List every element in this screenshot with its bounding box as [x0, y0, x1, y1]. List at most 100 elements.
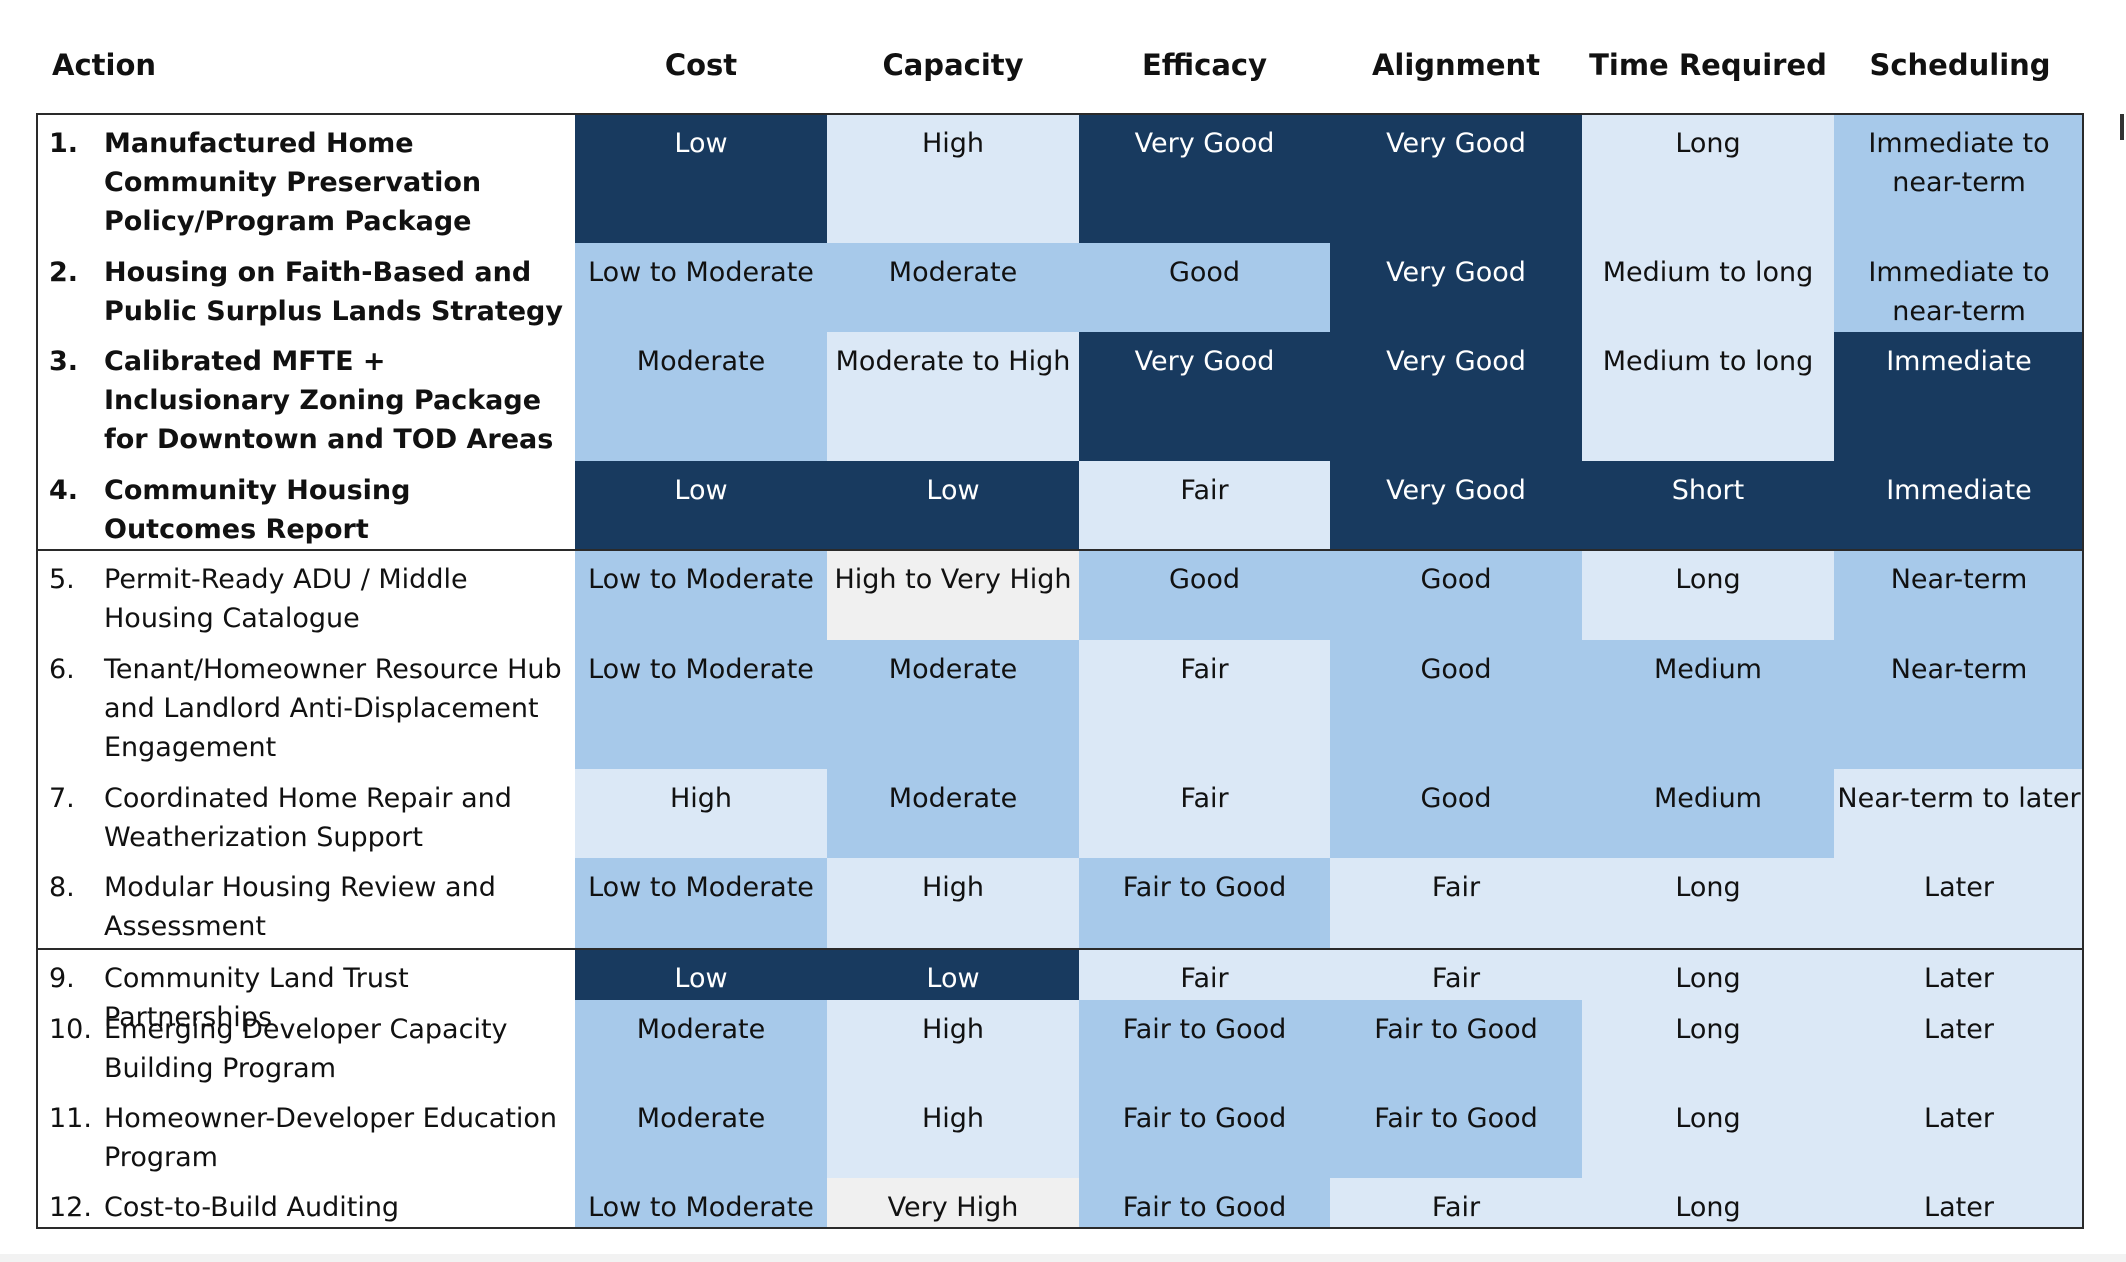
- action-name: Community Land Trust Partnerships: [104, 963, 409, 1033]
- action-number: 7.: [49, 783, 75, 814]
- action-name: Homeowner-Developer Education Program: [104, 1103, 558, 1173]
- alignment-cell: Fair: [1330, 858, 1582, 949]
- action-number: 5.: [49, 564, 75, 595]
- alignment-cell: Good: [1330, 640, 1582, 769]
- cost-cell: High: [575, 769, 827, 858]
- alignment-cell: Very Good: [1330, 461, 1582, 550]
- header-time-required: Time Required: [1589, 48, 1827, 82]
- group-divider: [36, 549, 2084, 551]
- action-name: Permit-Ready ADU / Middle Housing Catalo…: [104, 564, 468, 634]
- efficacy-cell: Fair to Good: [1079, 1089, 1330, 1178]
- action-name: Coordinated Home Repair and Weatherizati…: [104, 783, 512, 853]
- cost-cell: Low: [575, 461, 827, 550]
- capacity-cell: Moderate: [827, 243, 1079, 332]
- alignment-cell: Fair: [1330, 949, 1582, 1000]
- action-name: Emerging Developer Capacity Building Pro…: [104, 1014, 508, 1084]
- action-number: 9.: [49, 963, 75, 994]
- group-divider: [36, 948, 2084, 950]
- cost-cell: Moderate: [575, 332, 827, 461]
- cost-cell: Moderate: [575, 1089, 827, 1178]
- header-alignment: Alignment: [1371, 48, 1541, 82]
- alignment-cell: Fair to Good: [1330, 1000, 1582, 1089]
- time-required-cell: Long: [1582, 1000, 1834, 1089]
- time-required-cell: Long: [1582, 114, 1834, 243]
- time-required-cell: Medium to long: [1582, 332, 1834, 461]
- page-bottom-strip: [0, 1254, 2126, 1262]
- action-name: Modular Housing Review and Assessment: [104, 872, 496, 942]
- header-cost: Cost: [664, 48, 738, 82]
- action-name: Calibrated MFTE + Inclusionary Zoning Pa…: [104, 346, 554, 455]
- header-efficacy: Efficacy: [1141, 48, 1267, 82]
- scheduling-cell: Near-term: [1834, 550, 2084, 640]
- efficacy-cell: Fair: [1079, 949, 1330, 1000]
- action-name: Housing on Faith-Based and Public Surplu…: [104, 257, 563, 327]
- action-number: 11.: [49, 1103, 92, 1134]
- alignment-cell: Good: [1330, 769, 1582, 858]
- efficacy-cell: Fair to Good: [1079, 1178, 1330, 1228]
- time-required-cell: Short: [1582, 461, 1834, 550]
- action-name: Tenant/Homeowner Resource Hub and Landlo…: [104, 654, 562, 763]
- scheduling-cell: Immediate to near-term: [1834, 114, 2084, 243]
- cost-cell: Low to Moderate: [575, 1178, 827, 1228]
- capacity-cell: Low: [827, 949, 1079, 1000]
- alignment-cell: Good: [1330, 550, 1582, 640]
- efficacy-cell: Good: [1079, 550, 1330, 640]
- scheduling-cell: Later: [1834, 1000, 2084, 1089]
- action-name: Manufactured Home Community Preservation…: [104, 128, 482, 237]
- action-number: 3.: [49, 346, 79, 377]
- action-number: 6.: [49, 654, 75, 685]
- capacity-cell: Very High: [827, 1178, 1079, 1228]
- scheduling-cell: Immediate to near-term: [1834, 243, 2084, 332]
- capacity-cell: Moderate: [827, 769, 1079, 858]
- capacity-cell: High: [827, 114, 1079, 243]
- action-number: 4.: [49, 475, 79, 506]
- efficacy-cell: Fair: [1079, 640, 1330, 769]
- action-number: 10.: [49, 1014, 92, 1045]
- capacity-cell: High: [827, 858, 1079, 949]
- capacity-cell: Moderate to High: [827, 332, 1079, 461]
- scheduling-cell: Later: [1834, 858, 2084, 949]
- cost-cell: Low to Moderate: [575, 640, 827, 769]
- capacity-cell: High to Very High: [827, 550, 1079, 640]
- alignment-cell: Very Good: [1330, 114, 1582, 243]
- action-number: 8.: [49, 872, 75, 903]
- action-number: 1.: [49, 128, 79, 159]
- cost-cell: Low to Moderate: [575, 243, 827, 332]
- efficacy-cell: Very Good: [1079, 332, 1330, 461]
- scheduling-cell: Later: [1834, 949, 2084, 1000]
- time-required-cell: Medium: [1582, 640, 1834, 769]
- time-required-cell: Long: [1582, 550, 1834, 640]
- scheduling-cell: Near-term: [1834, 640, 2084, 769]
- cost-cell: Low to Moderate: [575, 858, 827, 949]
- efficacy-cell: Fair: [1079, 461, 1330, 550]
- cost-cell: Moderate: [575, 1000, 827, 1089]
- capacity-cell: Moderate: [827, 640, 1079, 769]
- scheduling-cell: Later: [1834, 1089, 2084, 1178]
- efficacy-cell: Fair to Good: [1079, 1000, 1330, 1089]
- alignment-cell: Very Good: [1330, 243, 1582, 332]
- action-name: Community Housing Outcomes Report: [104, 475, 411, 545]
- efficacy-cell: Fair to Good: [1079, 858, 1330, 949]
- action-number: 2.: [49, 257, 79, 288]
- capacity-cell: High: [827, 1000, 1079, 1089]
- scheduling-cell: Immediate: [1834, 461, 2084, 550]
- efficacy-cell: Good: [1079, 243, 1330, 332]
- action-name: Cost-to-Build Auditing: [104, 1192, 400, 1223]
- edge-marker: [2120, 114, 2124, 140]
- header-scheduling: Scheduling: [1869, 48, 2051, 82]
- alignment-cell: Fair to Good: [1330, 1089, 1582, 1178]
- capacity-cell: High: [827, 1089, 1079, 1178]
- header-capacity: Capacity: [882, 48, 1024, 82]
- efficacy-cell: Very Good: [1079, 114, 1330, 243]
- time-required-cell: Long: [1582, 949, 1834, 1000]
- time-required-cell: Long: [1582, 1089, 1834, 1178]
- time-required-cell: Long: [1582, 1178, 1834, 1228]
- cost-cell: Low: [575, 114, 827, 243]
- capacity-cell: Low: [827, 461, 1079, 550]
- action-number: 12.: [49, 1192, 92, 1223]
- efficacy-cell: Fair: [1079, 769, 1330, 858]
- time-required-cell: Medium: [1582, 769, 1834, 858]
- scheduling-cell: Immediate: [1834, 332, 2084, 461]
- scheduling-cell: Later: [1834, 1178, 2084, 1228]
